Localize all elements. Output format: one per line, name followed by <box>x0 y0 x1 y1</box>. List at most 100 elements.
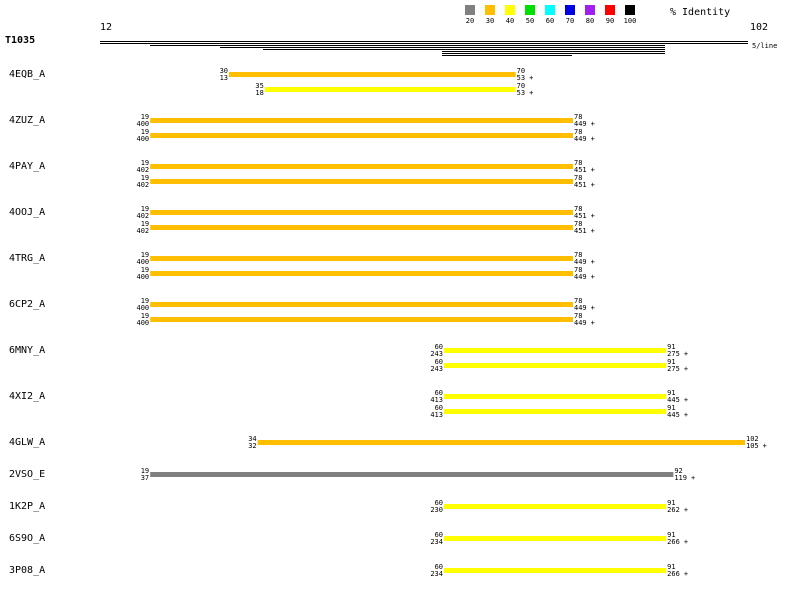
legend-label: 30 <box>486 17 494 25</box>
hit-name: 4EQB_A <box>9 69 45 80</box>
hit-name: 6MNY_A <box>9 345 45 356</box>
query-end-label: 78 <box>574 312 582 320</box>
query-end: 102 <box>750 22 768 33</box>
legend-label: 40 <box>506 17 514 25</box>
query-start-label: 19 <box>141 220 149 228</box>
strand-label: + <box>591 319 595 327</box>
legend-label: 50 <box>526 17 534 25</box>
strand-label: + <box>591 166 595 174</box>
strand-label: + <box>684 396 688 404</box>
query-start-label: 60 <box>435 531 443 539</box>
query-start-label: 60 <box>435 389 443 397</box>
alignment-bar <box>444 394 667 399</box>
template-end-label: 262 <box>667 506 680 514</box>
query-start: 12 <box>100 22 112 33</box>
alignment-bar <box>444 363 667 368</box>
query-start-label: 60 <box>435 343 443 351</box>
query-start-label: 19 <box>141 297 149 305</box>
query-end-label: 102 <box>746 435 759 443</box>
strand-label: + <box>529 89 533 97</box>
template-end-label: 105 <box>746 442 759 450</box>
template-start-label: 400 <box>137 135 150 143</box>
template-end-label: 449 <box>574 135 587 143</box>
alignment-bar <box>150 317 573 322</box>
hit-name: 4XI2_A <box>9 391 45 402</box>
alignment-bar <box>444 409 667 414</box>
query-start-label: 30 <box>220 67 228 75</box>
hit-name: 6S9O_A <box>9 533 45 544</box>
strand-label: + <box>684 538 688 546</box>
template-end-label: 449 <box>574 120 587 128</box>
query-end-label: 91 <box>667 358 675 366</box>
legend-label: 70 <box>566 17 574 25</box>
strand-label: + <box>684 350 688 358</box>
template-end-label: 275 <box>667 365 680 373</box>
query-end-label: 92 <box>674 467 682 475</box>
hit-name: 4GLW_A <box>9 437 45 448</box>
alignment-bar <box>150 210 573 215</box>
template-end-label: 449 <box>574 319 587 327</box>
template-end-label: 266 <box>667 570 680 578</box>
query-end-label: 78 <box>574 113 582 121</box>
template-end-label: 451 <box>574 212 587 220</box>
query-start-label: 19 <box>141 205 149 213</box>
alignment-bar <box>444 348 667 353</box>
query-end-label: 78 <box>574 297 582 305</box>
query-end-label: 91 <box>667 404 675 412</box>
hit-name: 4PAY_A <box>9 161 45 172</box>
legend-label: 20 <box>466 17 474 25</box>
query-start-label: 19 <box>141 251 149 259</box>
template-end-label: 445 <box>667 396 680 404</box>
template-end-label: 53 <box>517 74 525 82</box>
query-start-label: 19 <box>141 174 149 182</box>
query-start-label: 19 <box>141 467 149 475</box>
legend-label: 100 <box>624 17 637 25</box>
template-start-label: 243 <box>430 350 443 358</box>
hit-name: 4ZUZ_A <box>9 115 45 126</box>
strand-label: + <box>763 442 767 450</box>
template-start-label: 243 <box>430 365 443 373</box>
template-start-label: 400 <box>137 273 150 281</box>
query-start-label: 60 <box>435 563 443 571</box>
strand-label: + <box>591 120 595 128</box>
strand-label: + <box>684 365 688 373</box>
strand-label: + <box>529 74 533 82</box>
query-start-label: 19 <box>141 159 149 167</box>
template-start-label: 413 <box>430 396 443 404</box>
alignment-bar <box>150 472 674 477</box>
strand-label: + <box>591 304 595 312</box>
template-end-label: 445 <box>667 411 680 419</box>
strand-label: + <box>684 506 688 514</box>
alignment-bar <box>444 504 667 509</box>
template-end-label: 451 <box>574 166 587 174</box>
legend-swatch <box>545 5 555 15</box>
strand-label: + <box>684 411 688 419</box>
hit-name: 1K2P_A <box>9 501 45 512</box>
template-start-label: 230 <box>430 506 443 514</box>
query-end-label: 91 <box>667 563 675 571</box>
query-end-label: 78 <box>574 205 582 213</box>
strand-label: + <box>691 474 695 482</box>
scale-label: 5/line <box>752 42 777 50</box>
template-start-label: 400 <box>137 319 150 327</box>
hit-name: 2VSO_E <box>9 469 45 480</box>
legend-label: 80 <box>586 17 594 25</box>
alignment-bar <box>229 72 516 77</box>
legend-swatch <box>565 5 575 15</box>
alignment-bar <box>150 256 573 261</box>
query-start-label: 34 <box>248 435 256 443</box>
template-start-label: 234 <box>430 538 443 546</box>
hit-name: 4TRG_A <box>9 253 45 264</box>
template-start-label: 32 <box>248 442 256 450</box>
query-end-label: 70 <box>517 67 525 75</box>
legend-swatch <box>465 5 475 15</box>
template-start-label: 400 <box>137 304 150 312</box>
template-end-label: 451 <box>574 227 587 235</box>
legend-swatch <box>585 5 595 15</box>
coverage-lines <box>100 41 748 56</box>
query-start-label: 35 <box>255 82 263 90</box>
alignment-bar <box>150 225 573 230</box>
hit-name: 4OOJ_A <box>9 207 45 218</box>
template-start-label: 402 <box>137 181 150 189</box>
